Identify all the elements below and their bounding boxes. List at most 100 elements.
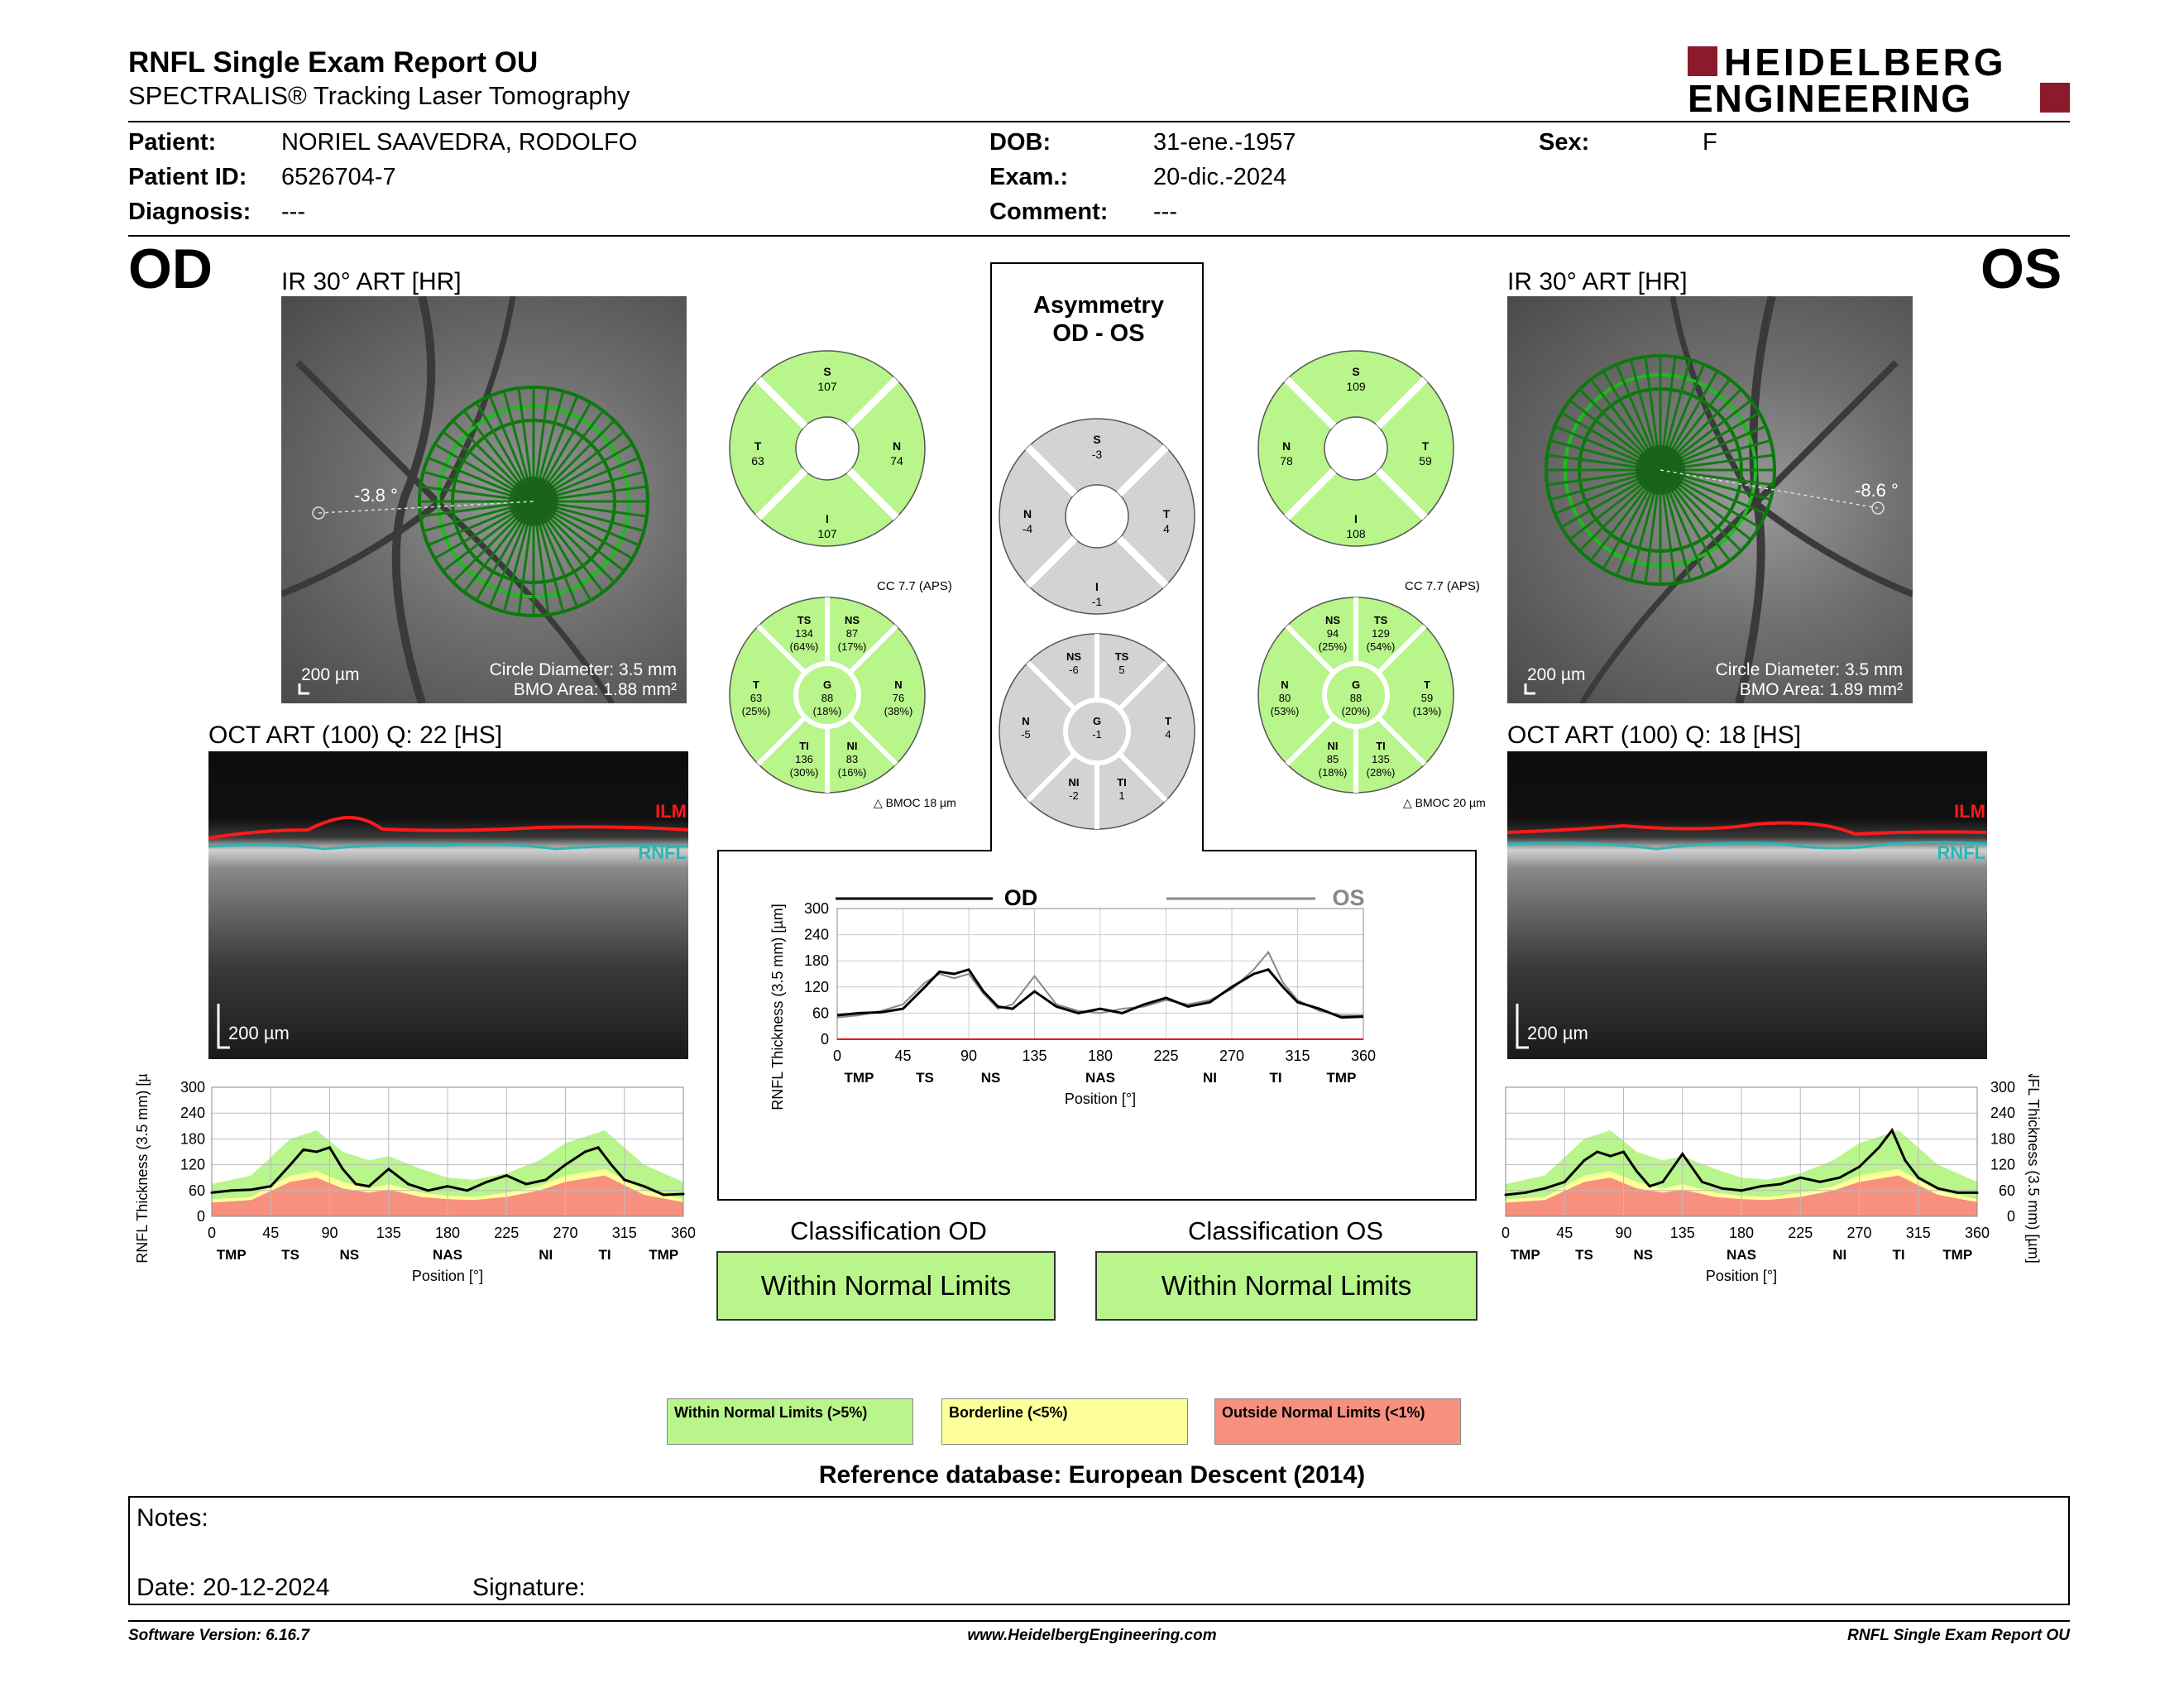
- quadrant-center: [1065, 484, 1129, 549]
- od-fundus-image: -3.8 ° 200 µm Circle Diameter: 3.5 mm BM…: [281, 296, 687, 703]
- x-tick: 360: [671, 1225, 695, 1241]
- sector-value-NS: 94: [1327, 627, 1339, 640]
- sector-percent-NS: (25%): [1319, 640, 1348, 653]
- y-tick: 60: [1999, 1182, 2015, 1199]
- sector-label-TS: TS: [1115, 650, 1129, 663]
- sector-label-NI: NI: [847, 740, 858, 752]
- classification-os-result: Within Normal Limits: [1095, 1251, 1478, 1321]
- data-point: [367, 1185, 371, 1188]
- sector-percent-TI: (28%): [1367, 766, 1396, 779]
- os-rnfl-chart: 0 60 120 180 240 300 0 45 90 135 180 225 270 315 360 TM…: [1502, 1074, 2042, 1284]
- x-tick: 45: [262, 1225, 279, 1241]
- diagnosis-label: Diagnosis:: [128, 199, 251, 225]
- x-tick: 315: [612, 1225, 637, 1241]
- od-angle: -3.8 °: [354, 485, 398, 506]
- quadrant-value-I: -1: [1092, 595, 1103, 608]
- quadrant-label-I: I: [1354, 512, 1358, 525]
- os-bmo-area: BMO Area: 1.89 mm²: [1739, 680, 1903, 699]
- od-scale-label: 200 µm: [301, 665, 360, 684]
- software-version: Software Version: 6.16.7: [128, 1627, 309, 1644]
- sector-axis-label: TMP: [217, 1247, 247, 1263]
- sector-percent-G: (18%): [813, 705, 842, 717]
- os-quadrant-chart: S 109 I 108 N78 T59: [1257, 350, 1454, 547]
- sector-divider: [1376, 715, 1427, 766]
- y-tick: 180: [1990, 1130, 2015, 1147]
- quadrant-value-T: 63: [751, 454, 764, 468]
- website-link[interactable]: www.HeidelbergEngineering.com: [967, 1627, 1217, 1644]
- data-point: [1609, 1154, 1612, 1158]
- quadrant-value-I: 107: [817, 527, 837, 540]
- data-point: [250, 1188, 252, 1192]
- logo-square-top: [1688, 46, 1717, 76]
- sector-value-T: 4: [1165, 728, 1171, 741]
- quadrant-value-I: 108: [1346, 527, 1366, 540]
- sector-label-TS: TS: [1374, 614, 1388, 626]
- x-tick: 135: [1670, 1225, 1695, 1241]
- sector-label-T: T: [1165, 715, 1171, 727]
- y-tick: 120: [804, 979, 829, 995]
- y-tick: 180: [804, 952, 829, 969]
- sector-label-TI: TI: [1376, 740, 1386, 752]
- data-point: [1976, 1191, 1979, 1194]
- notes-label: Notes:: [136, 1504, 208, 1532]
- quadrant-divider: [1375, 376, 1428, 429]
- plot-frame: [211, 1086, 684, 1217]
- sector-value-N: 76: [893, 692, 904, 704]
- y-tick: 120: [1990, 1157, 2015, 1173]
- sector-value-NS: 87: [846, 627, 858, 640]
- sector-label-G: G: [1093, 715, 1101, 727]
- x-axis-label: Position [°]: [1706, 1268, 1777, 1284]
- data-point: [1720, 1187, 1723, 1190]
- x-tick: 270: [1846, 1225, 1871, 1241]
- data-point: [1740, 1189, 1743, 1192]
- od-rnfl-label: RNFL: [638, 842, 687, 863]
- sector-axis-label: TMP: [1511, 1247, 1540, 1263]
- sector-axis-label: TS: [916, 1070, 934, 1086]
- y-axis-label: RNFL Thickness (3.5 mm) [µm]: [769, 904, 786, 1110]
- od-oct-image: ILM RNFL 200 µm: [208, 751, 688, 1059]
- data-point: [1937, 1187, 1939, 1190]
- data-point: [564, 1163, 567, 1167]
- y-axis-label: RNFL Thickness (3.5 mm) [µm]: [2025, 1074, 2042, 1264]
- os-oct-image: ILM RNFL 200 µm: [1507, 751, 1987, 1059]
- od-bmoc-value: BMOC 18 µm: [885, 796, 956, 809]
- sector-divider: [1376, 624, 1427, 675]
- sector-label-NI: NI: [1328, 740, 1339, 752]
- sector-label-N: N: [894, 679, 902, 691]
- os-scale-label: 200 µm: [1527, 665, 1586, 684]
- data-point: [315, 1150, 318, 1153]
- sector-axis-label: TMP: [1942, 1247, 1972, 1263]
- sector-axis-label: NI: [539, 1247, 553, 1263]
- data-point: [1956, 1191, 1959, 1194]
- od-eye-label: OD: [128, 237, 213, 300]
- os-rnfl-label: RNFL: [1937, 842, 1985, 863]
- sector-value-TI: 135: [1372, 753, 1390, 765]
- data-point: [1917, 1176, 1920, 1179]
- signature-label: Signature:: [472, 1574, 586, 1601]
- data-point: [1798, 1176, 1802, 1179]
- data-point: [1701, 1180, 1703, 1183]
- quadrant-label-S: S: [823, 365, 831, 378]
- x-tick: 315: [1906, 1225, 1931, 1241]
- os-ir-caption: IR 30° ART [HR]: [1507, 268, 1688, 295]
- dob-label: DOB:: [989, 129, 1051, 156]
- quadrant-divider: [1025, 535, 1078, 588]
- od-fundus-overlay: [281, 296, 649, 703]
- patient-name: NORIEL SAAVEDRA, RODOLFO: [281, 129, 638, 156]
- legend-borderline: Borderline (<5%): [941, 1398, 1188, 1445]
- data-point: [524, 1182, 528, 1186]
- y-tick: 0: [197, 1208, 205, 1225]
- x-tick: 0: [1502, 1225, 1510, 1241]
- sector-axis-label: TMP: [1327, 1070, 1357, 1086]
- data-point: [1563, 1180, 1566, 1183]
- sector-value-TS: 5: [1118, 664, 1124, 676]
- quadrant-label-N: N: [1023, 507, 1032, 520]
- sector-axis-label: NAS: [1085, 1070, 1115, 1086]
- quadrant-value-S: 109: [1346, 380, 1366, 393]
- sector-value-T: 59: [1421, 692, 1433, 704]
- data-point: [1681, 1153, 1684, 1156]
- sector-axis-label: NAS: [1727, 1247, 1756, 1263]
- x-tick: 180: [435, 1225, 460, 1241]
- footer-divider: [128, 1620, 2070, 1622]
- sector-value-G: 88: [821, 692, 833, 704]
